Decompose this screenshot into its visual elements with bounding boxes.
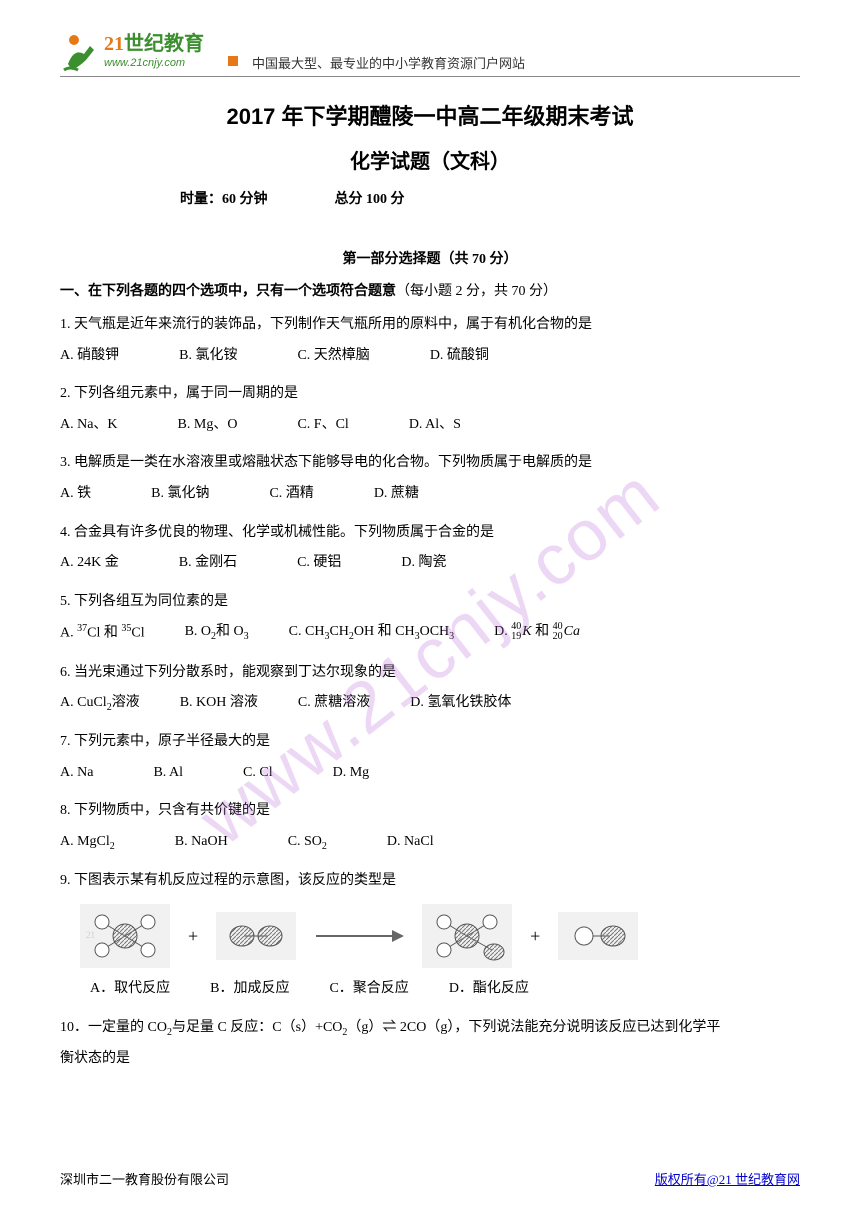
- q8-opt-b: B. NaOH: [175, 829, 228, 856]
- logo-svg: 21世纪教育 www.21cnjy.com: [60, 30, 240, 74]
- q5-stem: 5. 下列各组互为同位素的是: [60, 589, 800, 616]
- q3-opt-d: D. 蔗糖: [374, 481, 419, 508]
- q10-stem-line2: 衡状态的是: [60, 1046, 800, 1073]
- q7-opt-b: B. Al: [153, 760, 183, 787]
- svg-text:21: 21: [86, 930, 95, 940]
- site-logo: 21世纪教育 www.21cnjy.com: [60, 30, 240, 74]
- q7-opt-a: A. Na: [60, 760, 93, 787]
- section-1-header: 第一部分选择题（共 70 分）: [60, 248, 800, 268]
- q10-stem-line1: 10．一定量的 CO2与足量 C 反应：C（s）+CO2（g）⇌ 2CO（g），…: [60, 1015, 800, 1042]
- q4-opt-a: A. 24K 金: [60, 550, 119, 577]
- time-limit: 时量：60 分钟: [180, 192, 268, 207]
- q1-opt-a: A. 硝酸钾: [60, 343, 119, 370]
- plus-1: +: [188, 919, 198, 953]
- q6-stem: 6. 当光束通过下列分散系时，能观察到丁达尔现象的是: [60, 660, 800, 687]
- question-5: 5. 下列各组互为同位素的是 A. 37Cl 和 35Cl B. O2和 O3 …: [60, 589, 800, 648]
- svg-text:21世纪教育: 21世纪教育: [104, 31, 204, 55]
- q6-opt-c: C. 蔗糖溶液: [298, 690, 370, 717]
- q2-stem: 2. 下列各组元素中，属于同一周期的是: [60, 381, 800, 408]
- molecule-2: [216, 912, 296, 960]
- q1-opt-c: C. 天然樟脑: [297, 343, 369, 370]
- question-9: 9. 下图表示某有机反应过程的示意图，该反应的类型是 21 +: [60, 868, 800, 1003]
- q5-opt-d: D. 4019K 和 4020Ca: [494, 619, 580, 647]
- footer-company: 深圳市二一教育股份有限公司: [60, 1169, 229, 1188]
- exam-meta: 时量：60 分钟 总分 100 分: [180, 188, 800, 208]
- question-7: 7. 下列元素中，原子半径最大的是 A. Na B. Al C. Cl D. M…: [60, 729, 800, 786]
- q4-opt-b: B. 金刚石: [179, 550, 237, 577]
- question-3: 3. 电解质是一类在水溶液里或熔融状态下能够导电的化合物。下列物质属于电解质的是…: [60, 450, 800, 507]
- exam-subtitle: 化学试题（文科）: [60, 145, 800, 174]
- q7-opt-c: C. Cl: [243, 760, 273, 787]
- section-instructions: 一、在下列各题的四个选项中，只有一个选项符合题意（每小题 2 分，共 70 分）: [60, 280, 800, 300]
- q2-opt-a: A. Na、K: [60, 412, 118, 439]
- q9-stem: 9. 下图表示某有机反应过程的示意图，该反应的类型是: [60, 868, 800, 895]
- molecule-3: [422, 904, 512, 968]
- q9-opt-a: A．取代反应: [90, 976, 170, 1003]
- arrow-icon: [314, 926, 404, 946]
- plus-2: +: [530, 919, 540, 953]
- q9-opt-d: D．酯化反应: [449, 976, 529, 1003]
- instructions-bold: 一、在下列各题的四个选项中，只有一个选项符合题意: [60, 284, 396, 299]
- q4-opt-c: C. 硬铝: [297, 550, 341, 577]
- molecule-4: [558, 912, 638, 960]
- q3-opt-b: B. 氯化钠: [151, 481, 209, 508]
- question-10: 10．一定量的 CO2与足量 C 反应：C（s）+CO2（g）⇌ 2CO（g），…: [60, 1015, 800, 1072]
- page-footer: 深圳市二一教育股份有限公司 版权所有@21 世纪教育网: [60, 1169, 800, 1188]
- question-1: 1. 天气瓶是近年来流行的装饰品，下列制作天气瓶所用的原料中，属于有机化合物的是…: [60, 312, 800, 369]
- page-header: 21世纪教育 www.21cnjy.com 中国最大型、最专业的中小学教育资源门…: [60, 30, 800, 77]
- q3-opt-c: C. 酒精: [269, 481, 313, 508]
- q2-opt-d: D. Al、S: [409, 412, 461, 439]
- q1-stem: 1. 天气瓶是近年来流行的装饰品，下列制作天气瓶所用的原料中，属于有机化合物的是: [60, 312, 800, 339]
- footer-copyright-link[interactable]: 版权所有@21 世纪教育网: [655, 1169, 800, 1188]
- header-tagline: 中国最大型、最专业的中小学教育资源门户网站: [252, 53, 525, 74]
- q2-opt-c: C. F、Cl: [297, 412, 348, 439]
- q5-opt-b: B. O2和 O3: [185, 619, 249, 647]
- q1-opt-d: D. 硫酸铜: [430, 343, 489, 370]
- instructions-light: （每小题 2 分，共 70 分）: [396, 284, 557, 299]
- question-6: 6. 当光束通过下列分散系时，能观察到丁达尔现象的是 A. CuCl2溶液 B.…: [60, 660, 800, 717]
- q9-opt-b: B．加成反应: [210, 976, 289, 1003]
- q1-opt-b: B. 氯化铵: [179, 343, 237, 370]
- exam-title: 2017 年下学期醴陵一中高二年级期末考试: [60, 99, 800, 131]
- question-2: 2. 下列各组元素中，属于同一周期的是 A. Na、K B. Mg、O C. F…: [60, 381, 800, 438]
- total-score: 总分 100 分: [335, 192, 405, 207]
- question-8: 8. 下列物质中，只含有共价键的是 A. MgCl2 B. NaOH C. SO…: [60, 798, 800, 855]
- q9-diagram: 21 +: [80, 904, 800, 968]
- question-4: 4. 合金具有许多优良的物理、化学或机械性能。下列物质属于合金的是 A. 24K…: [60, 520, 800, 577]
- q3-stem: 3. 电解质是一类在水溶液里或熔融状态下能够导电的化合物。下列物质属于电解质的是: [60, 450, 800, 477]
- q8-opt-d: D. NaCl: [387, 829, 434, 856]
- molecule-1: 21: [80, 904, 170, 968]
- q9-opt-c: C．聚合反应: [329, 976, 408, 1003]
- q6-opt-d: D. 氢氧化铁胶体: [410, 690, 511, 717]
- q5-opt-a: A. 37Cl 和 35Cl: [60, 619, 145, 647]
- q3-opt-a: A. 铁: [60, 481, 91, 508]
- q4-stem: 4. 合金具有许多优良的物理、化学或机械性能。下列物质属于合金的是: [60, 520, 800, 547]
- q7-opt-d: D. Mg: [333, 760, 370, 787]
- q5-opt-c: C. CH3CH2OH 和 CH3OCH3: [289, 619, 454, 647]
- q8-stem: 8. 下列物质中，只含有共价键的是: [60, 798, 800, 825]
- q8-opt-c: C. SO2: [288, 829, 327, 856]
- q6-opt-a: A. CuCl2溶液: [60, 690, 140, 717]
- q4-opt-d: D. 陶瓷: [401, 550, 446, 577]
- q7-stem: 7. 下列元素中，原子半径最大的是: [60, 729, 800, 756]
- q8-opt-a: A. MgCl2: [60, 829, 115, 856]
- q6-opt-b: B. KOH 溶液: [180, 690, 258, 717]
- q2-opt-b: B. Mg、O: [178, 412, 238, 439]
- svg-text:www.21cnjy.com: www.21cnjy.com: [104, 57, 185, 69]
